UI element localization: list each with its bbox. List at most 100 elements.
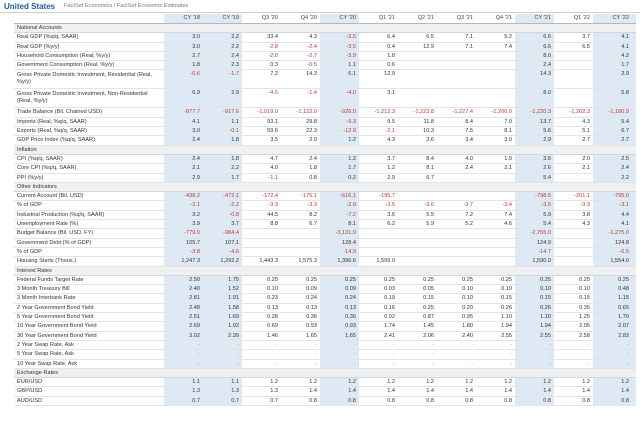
column-header[interactable]: Q2 '21: [398, 14, 437, 24]
value-cell: 0.13: [281, 303, 320, 314]
table-row[interactable]: Exports (Real, %q/q, SAAR) 3.0 -0.1 59.6 22.…: [14, 126, 636, 137]
table-row[interactable]: 5 Year Government Bond Yield 2.51 1.69 0.28…: [14, 312, 636, 323]
table-row[interactable]: Federal Funds Target Rate 2.50 1.75 0.25 0.2…: [14, 275, 636, 286]
table-row[interactable]: 10 Year Government Bond Yield 2.69 1.92 0.6…: [14, 321, 636, 332]
value-cell: 2.55: [476, 331, 515, 341]
table-row[interactable]: Current Account (Bil. USD) -438.2 -472.1 -1…: [14, 191, 636, 202]
value-cell: 1,575.3: [281, 256, 320, 267]
value-cell: 2.2: [203, 32, 242, 43]
table-row[interactable]: 3 Month Interbank Rate 2.81 1.91 0.23 0.24 0.…: [14, 293, 636, 304]
table-row[interactable]: % of GDP -2.1 -2.2 -3.3 -3.3 -2.9 -3.5 -3.6 -3.7…: [14, 200, 636, 211]
value-cell: 5.6: [515, 126, 554, 137]
value-cell: 13.7: [515, 117, 554, 128]
value-cell: 1.94: [515, 321, 554, 332]
table-row[interactable]: 5 Year Swap Rate, Ask-------------: [14, 349, 636, 360]
value-cell: [554, 256, 593, 267]
table-row[interactable]: Trade Balance (Bil. Chained USD) -877.7 -9…: [14, 107, 636, 118]
value-cell: 4.1: [593, 219, 632, 230]
table-row[interactable]: % of GDP-3.8-4.6 -14.9 -14.7 -6.5-4.1: [14, 247, 636, 258]
value-cell: 1.2: [359, 377, 398, 388]
column-header[interactable]: CY '20: [320, 14, 359, 24]
table-row[interactable]: Unemployment Rate (%) 3.9 3.7 8.8 6.7 8.1 6.2 5…: [14, 219, 636, 230]
value-cell: -: [242, 349, 281, 360]
value-cell: -3.8: [164, 247, 203, 258]
table-row[interactable]: Core CPI (%q/q, SAAR) 2.1 2.2 4.0 1.8 1.7 1.2 8…: [14, 163, 636, 174]
column-header[interactable]: Q3 '21: [437, 14, 476, 24]
column-header[interactable]: Q4 '20: [281, 14, 320, 24]
value-cell: 2.0: [281, 135, 320, 146]
value-cell: 6.6: [515, 42, 554, 52]
table-row[interactable]: Budget Balance (Bil. USD, FY) -779.0 -984.…: [14, 228, 636, 239]
value-cell: 2.1: [164, 163, 203, 174]
column-header[interactable]: CY '18: [164, 14, 203, 24]
table-row[interactable]: 10 Year Swap Rate, Ask-------------: [14, 359, 636, 369]
value-cell: [242, 247, 281, 258]
section-filler-cell: [398, 266, 437, 276]
section-filler-cell: [437, 182, 476, 193]
table-row[interactable]: EUR/USD 1.1 1.1 1.2 1.2 1.2 1.2 1.2 1.2 1.2 1.2 1.2…: [14, 377, 636, 388]
section-filler-cell: [281, 145, 320, 155]
value-cell: 1.3: [203, 386, 242, 397]
value-cell: 0.7: [242, 396, 281, 407]
table-row[interactable]: Housing Starts (Thous.) 1,247.3 1,292.2 1,4…: [14, 256, 636, 267]
section-filler-cell: [398, 182, 437, 193]
estimates-table-container[interactable]: CY '18 CY '19 Q3 '20 Q4 '20 CY '20 Q1 '21 Q2 '…: [14, 14, 636, 443]
table-row[interactable]: Real GDP (%q/q, SAAR) 3.0 2.2 33.4 4.3 -3.5 6.…: [14, 32, 636, 43]
row-label: EUR/USD: [14, 377, 164, 388]
value-cell: 1.73: [632, 312, 636, 323]
table-row[interactable]: AUD/USD 0.7 0.7 0.7 0.8 0.8 0.8 0.8 0.8 0.8 0.8 0.8…: [14, 396, 636, 407]
value-cell: 107.1: [203, 238, 242, 248]
column-header[interactable]: CY '22: [593, 14, 632, 24]
table-row[interactable]: Gross Private Domestic Investment, Resid…: [14, 69, 636, 90]
table-row[interactable]: Government Debt (% of GDP) 105.7 107.1 128.…: [14, 238, 636, 248]
value-cell: 0.7: [203, 396, 242, 407]
value-cell: 0.8: [281, 396, 320, 407]
value-cell: -: [398, 359, 437, 369]
table-row[interactable]: 2 Year Government Bond Yield 2.48 1.58 0.13…: [14, 303, 636, 314]
column-header[interactable]: CY '23: [632, 14, 636, 24]
value-cell: -9.3: [320, 117, 359, 128]
section-filler-cell: [203, 182, 242, 193]
table-row[interactable]: PPI (%y/y)2.91.7-1.10.80.22.96.75.42.22.…: [14, 173, 636, 183]
value-cell: 1,247.3: [164, 256, 203, 267]
value-cell: -: [164, 359, 203, 369]
value-cell: [398, 88, 437, 109]
country-title[interactable]: United States: [4, 2, 56, 11]
table-row[interactable]: GDP Price Index (%q/q, SAAR) 2.4 1.8 3.5 2.0…: [14, 135, 636, 146]
value-cell: -688.2: [632, 191, 636, 202]
column-header[interactable]: CY '21: [515, 14, 554, 24]
value-cell: 1.8: [203, 154, 242, 165]
column-header[interactable]: Q1 '22: [554, 14, 593, 24]
row-label: Industrial Production (%q/q, SAAR): [14, 210, 164, 221]
table-row[interactable]: 2 Year Swap Rate, Ask-------------: [14, 340, 636, 351]
value-cell: 2.9: [515, 135, 554, 146]
column-header[interactable]: Q1 '21: [359, 14, 398, 24]
table-row[interactable]: Household Consumption (Real, %y/y) 2.7 2.4…: [14, 51, 636, 62]
table-row[interactable]: Imports (Real, %q/q, SAAR) 4.1 1.1 93.1 29.8…: [14, 117, 636, 128]
section-filler-cell: [515, 368, 554, 379]
value-cell: 2.1: [554, 163, 593, 174]
value-cell: -1,212.3: [359, 107, 398, 118]
column-header[interactable]: CY '19: [203, 14, 242, 24]
table-row[interactable]: Government Consumption (Real, %y/y) 1.8 2.…: [14, 60, 636, 71]
value-cell: 0.6: [359, 60, 398, 71]
value-cell: -1,275.0: [593, 228, 632, 239]
column-header[interactable]: Q3 '20: [242, 14, 281, 24]
value-cell: 1.7: [320, 163, 359, 174]
table-row[interactable]: Gross Private Domestic Investment, Non-R…: [14, 88, 636, 109]
value-cell: -1,180.9: [593, 107, 632, 118]
value-cell: 44.5: [242, 210, 281, 221]
table-row[interactable]: Industrial Production (%q/q, SAAR) 3.2 -0.…: [14, 210, 636, 221]
value-cell: 8.2: [281, 210, 320, 221]
value-cell: -: [554, 359, 593, 369]
section-filler-cell: [242, 266, 281, 276]
row-label: Core CPI (%q/q, SAAR): [14, 163, 164, 174]
table-row[interactable]: CPI (%q/q, SAAR) 2.4 1.8 4.7 2.4 1.2 3.7 8.4 4.0…: [14, 154, 636, 165]
table-row[interactable]: 30 Year Government Bond Yield 3.02 2.39 1.4…: [14, 331, 636, 341]
column-header[interactable]: Q4 '21: [476, 14, 515, 24]
value-cell: [398, 247, 437, 258]
table-row[interactable]: GBP/USD 1.3 1.3 1.3 1.4 1.4 1.4 1.4 1.4 1.4 1.4 1.4…: [14, 386, 636, 397]
value-cell: -: [242, 359, 281, 369]
table-row[interactable]: 3 Month Treasury Bill 2.40 1.52 0.10 0.09 0.0…: [14, 284, 636, 295]
table-row[interactable]: Real GDP (%y/y) 3.0 2.2 -2.8 -2.4 -3.5 0.4 12.9…: [14, 42, 636, 52]
